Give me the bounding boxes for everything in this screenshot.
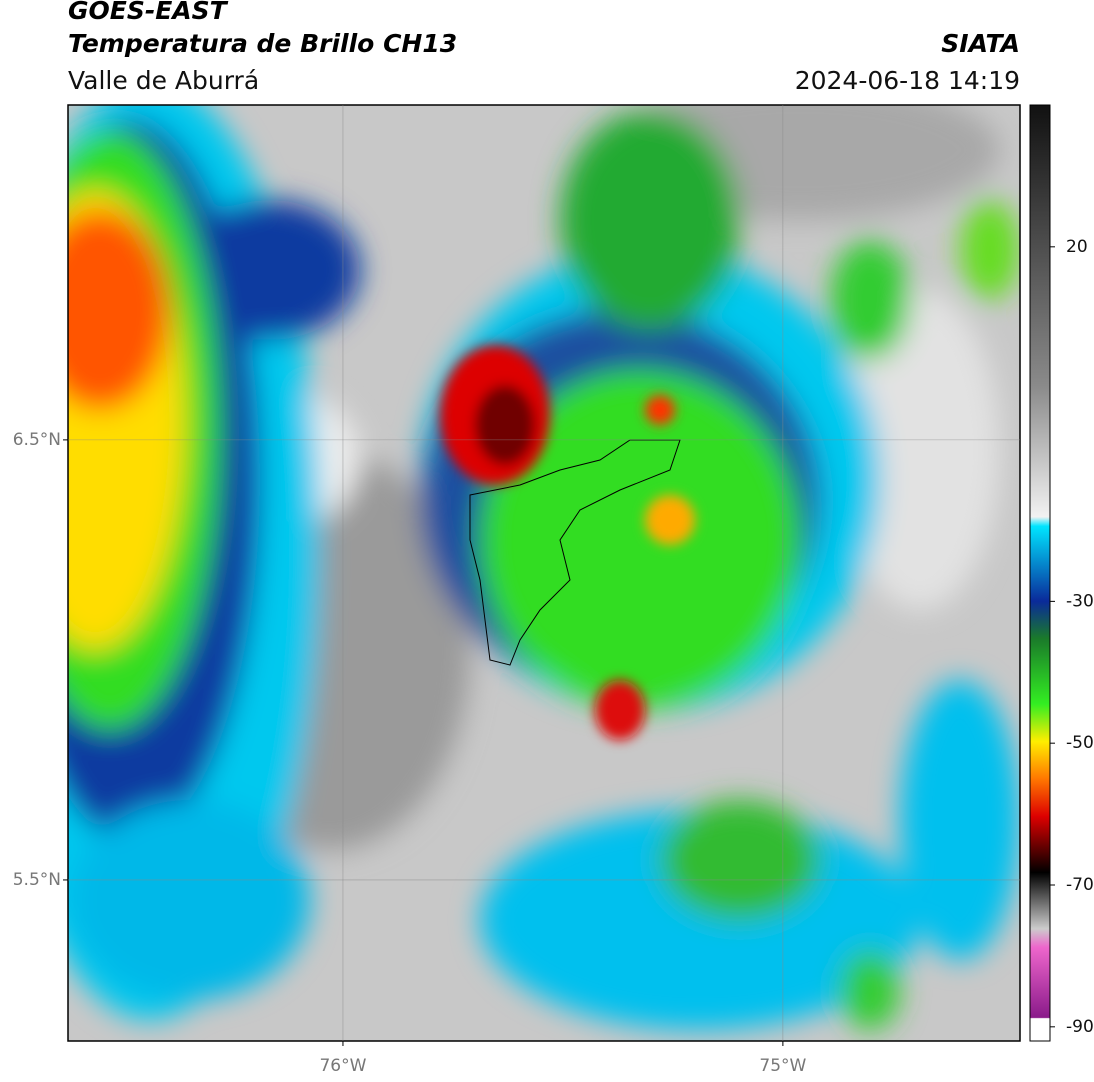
colorbar: [1029, 104, 1051, 1042]
colorbar-tick-label: -30: [1066, 591, 1094, 611]
y-tick-label: 6.5°N: [13, 430, 61, 450]
title: GOES-EAST: [68, 0, 229, 25]
colorbar-tick-label: 20: [1066, 237, 1088, 257]
agency: SIATA: [941, 29, 1020, 58]
satellite-image: [68, 105, 1020, 1041]
x-tick-label: 75°W: [759, 1056, 806, 1076]
subtitle: Temperatura de Brillo CH13: [68, 29, 457, 58]
y-tick-label: 5.5°N: [13, 870, 61, 890]
colorbar-tick-label: -70: [1066, 875, 1094, 895]
boundary: [469, 439, 681, 666]
colorbar-tick-label: -90: [1066, 1017, 1094, 1037]
map-frame: [67, 104, 1021, 1042]
datetime: 2024-06-18 14:19: [795, 66, 1020, 95]
region: Valle de Aburrá: [68, 66, 259, 95]
x-tick-label: 76°W: [319, 1056, 366, 1076]
colorbar-tick-label: -50: [1066, 733, 1094, 753]
